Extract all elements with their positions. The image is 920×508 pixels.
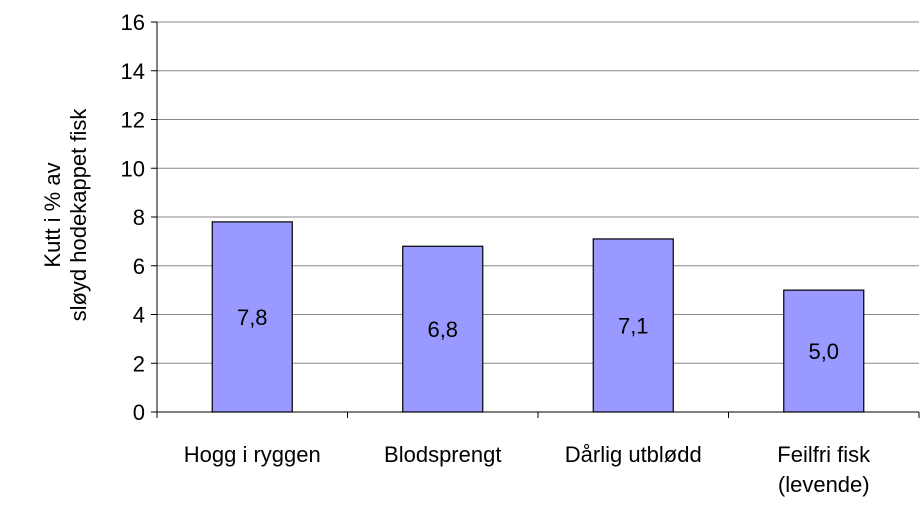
value-label: 7,1 [618, 313, 649, 338]
x-tick-label: Hogg i ryggen [184, 442, 321, 467]
y-tick-label: 0 [133, 400, 145, 425]
bar [402, 245, 484, 413]
bar [592, 238, 674, 413]
y-tick-label: 2 [133, 351, 145, 376]
value-label: 6,8 [427, 317, 458, 342]
bar [783, 289, 865, 413]
y-tick-label: 6 [133, 254, 145, 279]
bar [211, 221, 293, 413]
y-tick-label: 16 [121, 10, 145, 35]
value-label: 7,8 [237, 305, 268, 330]
x-tick-label: Feilfri fisk (levende) [777, 442, 871, 497]
y-tick-label: 10 [121, 156, 145, 181]
y-tick-label: 14 [121, 59, 145, 84]
y-tick-label: 8 [133, 205, 145, 230]
y-tick-label: 4 [133, 303, 145, 328]
x-tick-label: Dårlig utblødd [565, 442, 702, 467]
x-tick-label: Blodsprengt [384, 442, 501, 467]
value-label: 5,0 [808, 339, 839, 364]
y-axis-label: Kutt i % avsløyd hodekappet fisk [40, 108, 91, 322]
y-tick-label: 12 [121, 108, 145, 133]
